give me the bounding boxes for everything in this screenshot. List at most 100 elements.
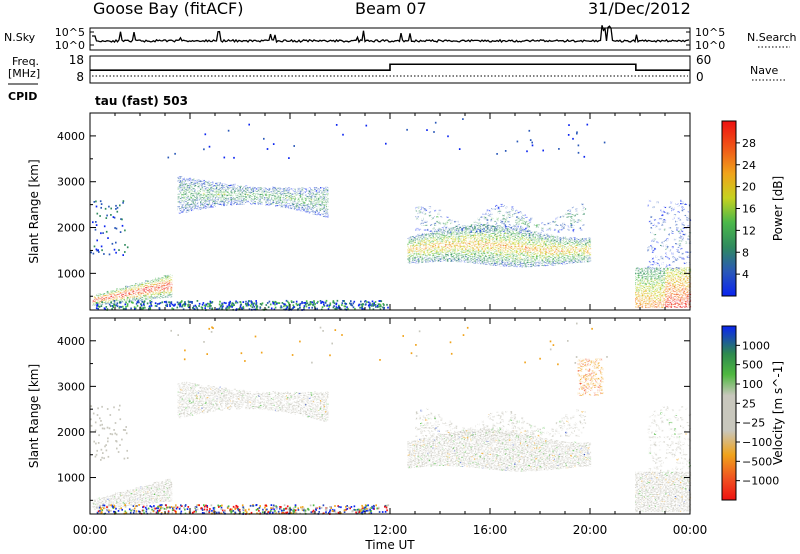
echo-cell: [130, 288, 133, 291]
echo-cell: [287, 203, 290, 206]
echo-cell: [470, 224, 473, 226]
echo-cell: [210, 188, 213, 191]
echo-cell: [553, 242, 557, 245]
echo-cell: [573, 220, 577, 223]
echo-cell: [493, 244, 497, 247]
echo-cell: [575, 238, 578, 241]
echo-cell: [552, 255, 555, 258]
echo-cell: [285, 203, 288, 205]
echo-cell: [308, 198, 311, 201]
echo-cell: [106, 299, 109, 301]
echo-cell: [433, 245, 437, 248]
echo-cell: [545, 246, 548, 249]
echo-cell: [562, 243, 565, 246]
echo-cell: [227, 184, 230, 187]
echo-cell: [181, 197, 184, 199]
echo-cell: [178, 183, 182, 185]
echo-cell: [660, 286, 663, 289]
echo-cell: [120, 299, 123, 302]
echo-cell: [135, 286, 138, 289]
echo-cell: [136, 283, 139, 285]
echo-cell: [513, 263, 517, 266]
echo-cell: [148, 292, 152, 295]
echo-cell: [468, 241, 472, 244]
echo-cell: [480, 223, 483, 226]
echo-cell: [575, 261, 578, 263]
echo-cell: [301, 198, 304, 201]
echo-cell: [492, 236, 495, 239]
echo-cell: [282, 191, 285, 194]
echo-cell: [450, 232, 453, 235]
echo-cell: [322, 215, 325, 217]
echo-cell: [197, 196, 200, 199]
echo-cell: [273, 190, 276, 192]
echo-cell: [431, 252, 434, 254]
echo-cell: [497, 248, 500, 250]
echo-cell: [462, 236, 465, 239]
echo-cell: [435, 235, 438, 238]
echo-cell: [408, 247, 412, 250]
echo-cell: [585, 258, 588, 261]
echo-cell: [420, 261, 423, 263]
echo-cell: [95, 300, 98, 303]
echo-cell: [433, 239, 437, 242]
echo-cell: [426, 233, 429, 236]
echo-cell: [643, 286, 647, 289]
echo-cell: [151, 282, 154, 285]
echo-cell: [160, 296, 163, 299]
echo-cell: [507, 226, 510, 229]
echo-cell: [411, 255, 414, 258]
echo-cell: [435, 248, 438, 251]
echo-cell: [238, 188, 241, 191]
echo-cell: [103, 293, 107, 295]
echo-cell: [150, 286, 153, 289]
echo-cell: [237, 199, 240, 202]
echo-cell: [548, 227, 552, 230]
echo-cell: [490, 232, 493, 235]
echo-cell: [186, 208, 189, 211]
echo-cell: [212, 195, 215, 198]
echo-cell: [418, 251, 422, 254]
echo-cell: [413, 253, 417, 256]
echo-cell: [250, 191, 253, 194]
echo-cell: [457, 242, 460, 245]
echo-cell: [665, 298, 668, 300]
echo-cell: [312, 193, 315, 195]
echo-cell: [653, 306, 657, 308]
echo-cell: [438, 245, 442, 248]
echo-cell: [503, 222, 507, 225]
echo-cell: [475, 232, 478, 235]
echo-cell: [297, 199, 300, 201]
echo-cell: [523, 246, 527, 248]
echo-cell: [520, 233, 523, 236]
echo-cell: [212, 200, 215, 203]
echo-cell: [122, 290, 125, 293]
echo-cell: [107, 294, 110, 296]
echo-cell: [646, 270, 649, 273]
echo-cell: [456, 244, 459, 247]
echo-cell: [236, 201, 239, 204]
echo-cell: [536, 252, 539, 254]
echo-cell: [537, 253, 540, 256]
echo-cell: [457, 239, 460, 242]
echo-cell: [656, 278, 659, 281]
echo-cell: [323, 204, 327, 206]
echo-cell: [665, 277, 668, 280]
echo-cell: [527, 222, 530, 225]
echo-cell: [463, 257, 467, 260]
echo-cell: [500, 261, 503, 263]
echo-cell: [636, 298, 639, 300]
echo-cell: [530, 245, 533, 248]
echo-cell: [147, 289, 150, 292]
echo-cell: [543, 251, 547, 254]
echo-cell: [472, 261, 475, 264]
echo-cell: [660, 290, 663, 292]
echo-cell: [202, 179, 205, 182]
echo-cell: [308, 197, 311, 199]
echo-cell: [565, 249, 568, 252]
echo-cell: [453, 228, 457, 230]
echo-cell: [645, 277, 648, 280]
echo-cell: [410, 247, 413, 250]
echo-cell: [653, 280, 657, 283]
echo-cell: [182, 193, 185, 196]
